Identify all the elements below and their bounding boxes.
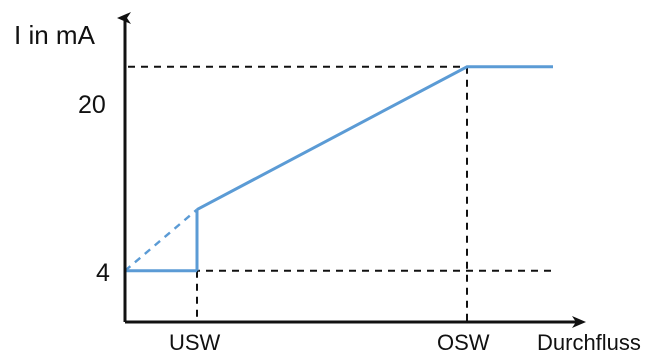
main-series-line — [196, 65, 553, 211]
x-tick-label-usw: USW — [169, 330, 221, 355]
y-axis-label: I in mA — [14, 20, 96, 50]
axes-layer — [117, 12, 586, 328]
guide-lines — [128, 65, 553, 322]
series-layer — [124, 65, 553, 273]
y-tick-label-20: 20 — [78, 91, 106, 119]
x-tick-label-osw: OSW — [437, 330, 490, 355]
extrapolated-line-segment — [124, 208, 198, 272]
x-axis-label: Durchfluss — [537, 330, 641, 355]
y-tick-label-4: 4 — [96, 259, 110, 287]
